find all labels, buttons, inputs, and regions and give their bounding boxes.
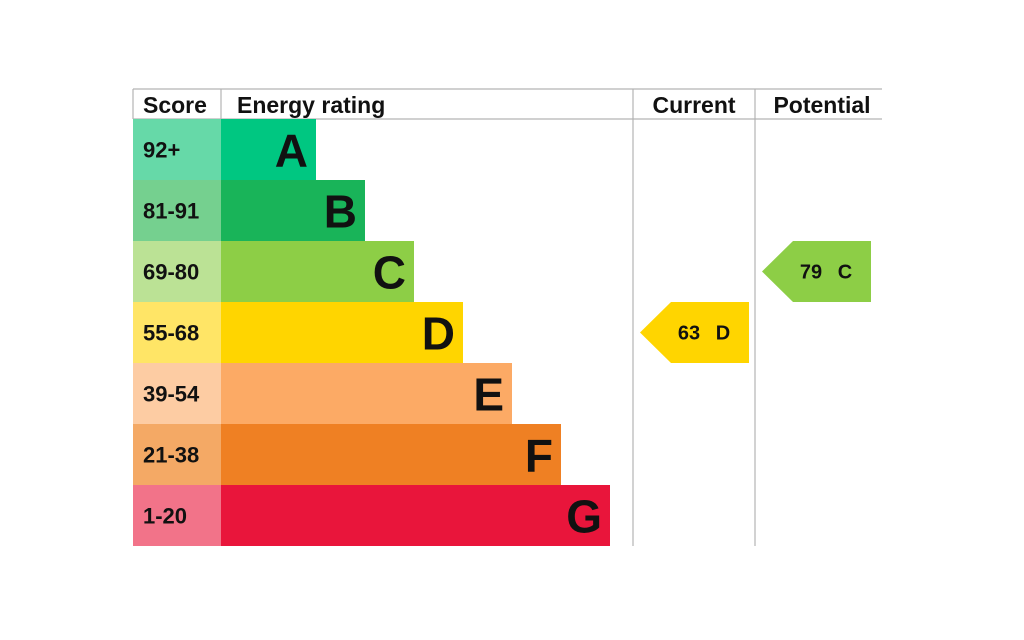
score-label-e: 39-54 <box>143 382 200 407</box>
score-label-f: 21-38 <box>143 443 199 468</box>
rating-bar-e <box>221 363 512 424</box>
rating-letter-b: B <box>324 186 357 238</box>
current-rating-arrow <box>640 302 749 363</box>
rating-bar-b <box>221 180 365 241</box>
score-label-b: 81-91 <box>143 199 199 224</box>
rating-letter-a: A <box>275 125 308 177</box>
score-cell-b <box>133 180 221 241</box>
rating-bar-f <box>221 424 561 485</box>
score-cell-e <box>133 363 221 424</box>
rating-letter-c: C <box>373 247 406 299</box>
header-potential: Potential <box>773 92 870 118</box>
score-cell-d <box>133 302 221 363</box>
current-rating-value: 63 <box>678 323 700 345</box>
rating-bar-a <box>221 119 316 180</box>
potential-rating-value: 79 <box>800 262 822 284</box>
header-current: Current <box>652 92 735 118</box>
score-label-d: 55-68 <box>143 321 199 346</box>
rating-indicators: 63 D 79 C <box>640 241 871 363</box>
score-cell-c <box>133 241 221 302</box>
current-rating-letter: D <box>716 323 730 345</box>
header-score: Score <box>143 92 207 118</box>
rating-bar-d <box>221 302 463 363</box>
score-cell-f <box>133 424 221 485</box>
score-label-g: 1-20 <box>143 504 187 529</box>
rating-letter-f: F <box>525 430 553 482</box>
potential-rating-arrow <box>762 241 871 302</box>
rating-letter-e: E <box>473 369 504 421</box>
potential-rating-letter: C <box>838 262 852 284</box>
rating-letter-d: D <box>422 308 455 360</box>
score-label-a: 92+ <box>143 138 180 163</box>
score-label-c: 69-80 <box>143 260 199 285</box>
score-cell-a <box>133 119 221 180</box>
rating-bar-g <box>221 485 610 546</box>
score-cell-g <box>133 485 221 546</box>
header-energy-rating: Energy rating <box>237 92 385 118</box>
rating-bar-c <box>221 241 414 302</box>
rating-letter-g: G <box>566 491 602 543</box>
rating-bands: 92+ A 81-91 B 69-80 C 55-68 D 39-54 E 21-38 F 1-20 G <box>133 119 610 546</box>
